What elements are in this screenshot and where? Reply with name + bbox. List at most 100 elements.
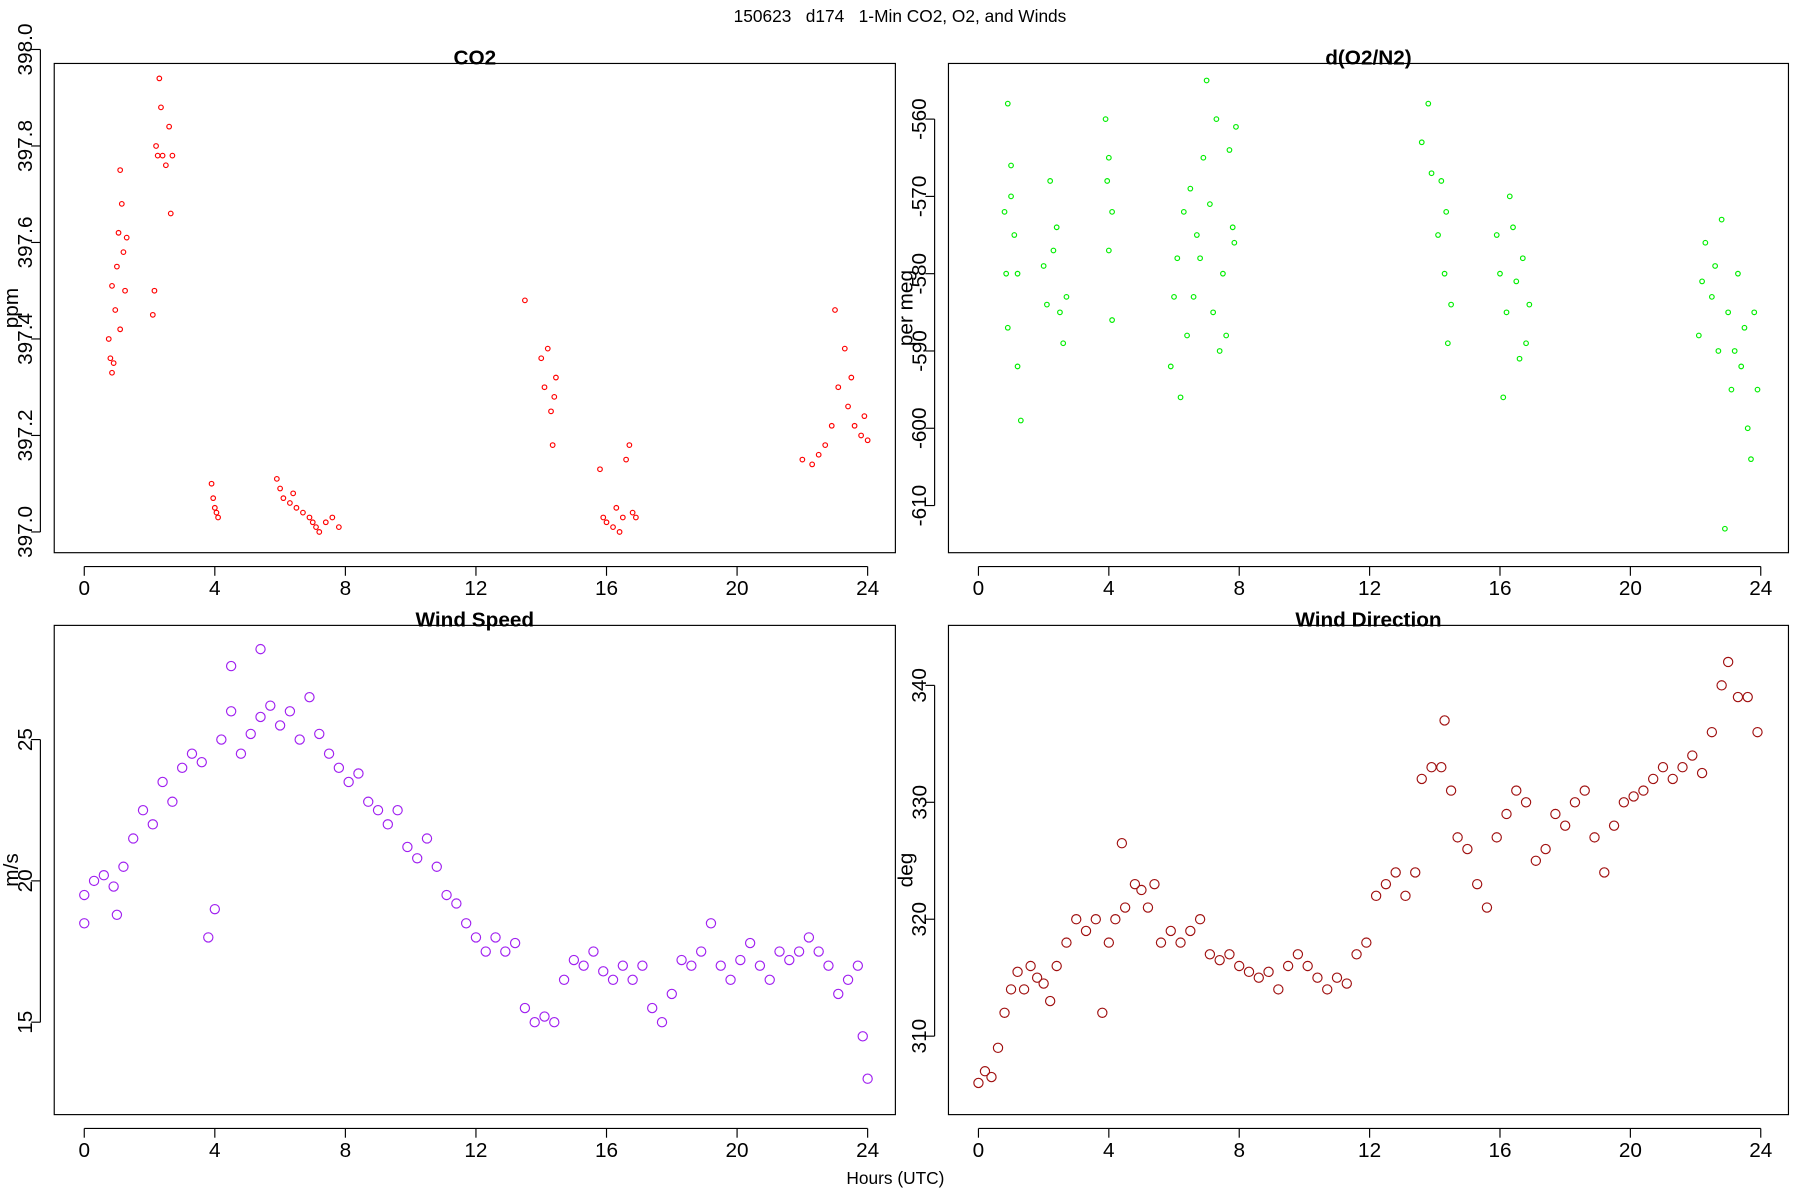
plot-frame [947, 624, 1790, 1116]
data-point [1523, 340, 1529, 347]
data-point [578, 960, 589, 971]
data-point [803, 932, 815, 943]
data-point [154, 152, 161, 159]
data-point [147, 819, 158, 830]
data-point [1103, 937, 1115, 948]
data-point [544, 345, 551, 352]
data-point [186, 748, 198, 759]
data-point [1226, 147, 1233, 153]
x-tick-label: 0 [78, 1139, 90, 1162]
data-point [470, 932, 482, 943]
data-point [117, 167, 124, 173]
data-point [1090, 914, 1101, 925]
data-point [372, 805, 384, 816]
x-tick-label: 4 [1103, 577, 1115, 600]
x-tick-label: 4 [209, 1139, 221, 1162]
data-point [1206, 201, 1213, 208]
data-point [617, 960, 629, 971]
data-point [809, 461, 816, 468]
data-point [265, 700, 276, 711]
data-point [1695, 332, 1702, 339]
data-point [1129, 878, 1141, 890]
data-point [115, 229, 122, 236]
data-point [842, 974, 854, 985]
y-axis-label: ppm [0, 288, 23, 328]
data-point [335, 524, 342, 531]
data-point [382, 819, 394, 830]
data-point [784, 954, 795, 966]
y-tick-label: 310 [908, 1019, 931, 1054]
panel-title: Wind Direction [1295, 608, 1441, 631]
data-point [1550, 808, 1561, 820]
data-point [363, 796, 374, 807]
data-point [1351, 949, 1362, 960]
data-point [1493, 232, 1500, 238]
panel-title: d(O2/N2) [1325, 46, 1411, 69]
data-point [225, 660, 237, 672]
data-point [1380, 878, 1392, 890]
data-point [79, 918, 90, 929]
data-point [1438, 178, 1445, 184]
data-point [1677, 762, 1688, 773]
data-point [833, 988, 844, 1000]
data-point [1715, 348, 1722, 354]
data-point [509, 937, 521, 949]
data-point [1751, 309, 1758, 316]
data-point [588, 946, 599, 957]
data-point [858, 432, 864, 439]
data-point [1155, 937, 1167, 948]
data-point [1589, 832, 1600, 843]
data-point [1031, 972, 1043, 983]
data-point [1185, 925, 1196, 937]
data-point [1177, 394, 1184, 401]
data-point [1731, 348, 1738, 354]
data-point [1722, 656, 1734, 668]
data-point [402, 841, 413, 853]
data-point [744, 937, 756, 949]
data-point [610, 524, 616, 531]
data-point [162, 162, 169, 169]
data-point [1025, 960, 1036, 972]
data-point [1053, 224, 1060, 231]
data-point [1204, 949, 1216, 960]
data-point [633, 514, 639, 521]
y-tick-label: -580 [908, 253, 931, 295]
data-point [314, 728, 325, 740]
y-tick-label: -610 [908, 485, 931, 527]
x-tick-label: 0 [973, 1139, 985, 1162]
data-point [1608, 820, 1620, 831]
data-point [1638, 785, 1649, 796]
data-point [979, 1066, 991, 1077]
data-point [1370, 890, 1382, 902]
data-point [1657, 762, 1669, 773]
x-tick-label: 12 [1358, 1139, 1381, 1162]
data-point [1744, 425, 1751, 432]
data-point [105, 336, 112, 342]
data-point [973, 1077, 984, 1089]
data-point [637, 960, 648, 971]
data-point [992, 1042, 1004, 1054]
data-point [329, 514, 336, 521]
data-point [1001, 208, 1008, 215]
data-point [549, 1017, 560, 1028]
data-point [304, 691, 315, 703]
data-point [597, 466, 603, 473]
data-point [1441, 270, 1448, 277]
data-point [1116, 838, 1128, 849]
data-point [1341, 978, 1352, 989]
data-point [522, 297, 528, 304]
data-point [1599, 867, 1610, 878]
x-tick-label: 4 [1103, 1139, 1115, 1162]
data-point [1667, 773, 1678, 785]
data-point [1216, 348, 1223, 354]
plot-frame [53, 624, 896, 1116]
data-point [1503, 309, 1510, 316]
data-point [1497, 270, 1503, 277]
data-point [764, 974, 775, 985]
x-tick-label: 8 [1233, 577, 1245, 600]
panel-title: CO2 [453, 46, 496, 69]
data-point [1223, 332, 1230, 339]
data-point [799, 456, 806, 463]
x-tick-label: 24 [1749, 1139, 1772, 1162]
data-point [209, 903, 221, 915]
